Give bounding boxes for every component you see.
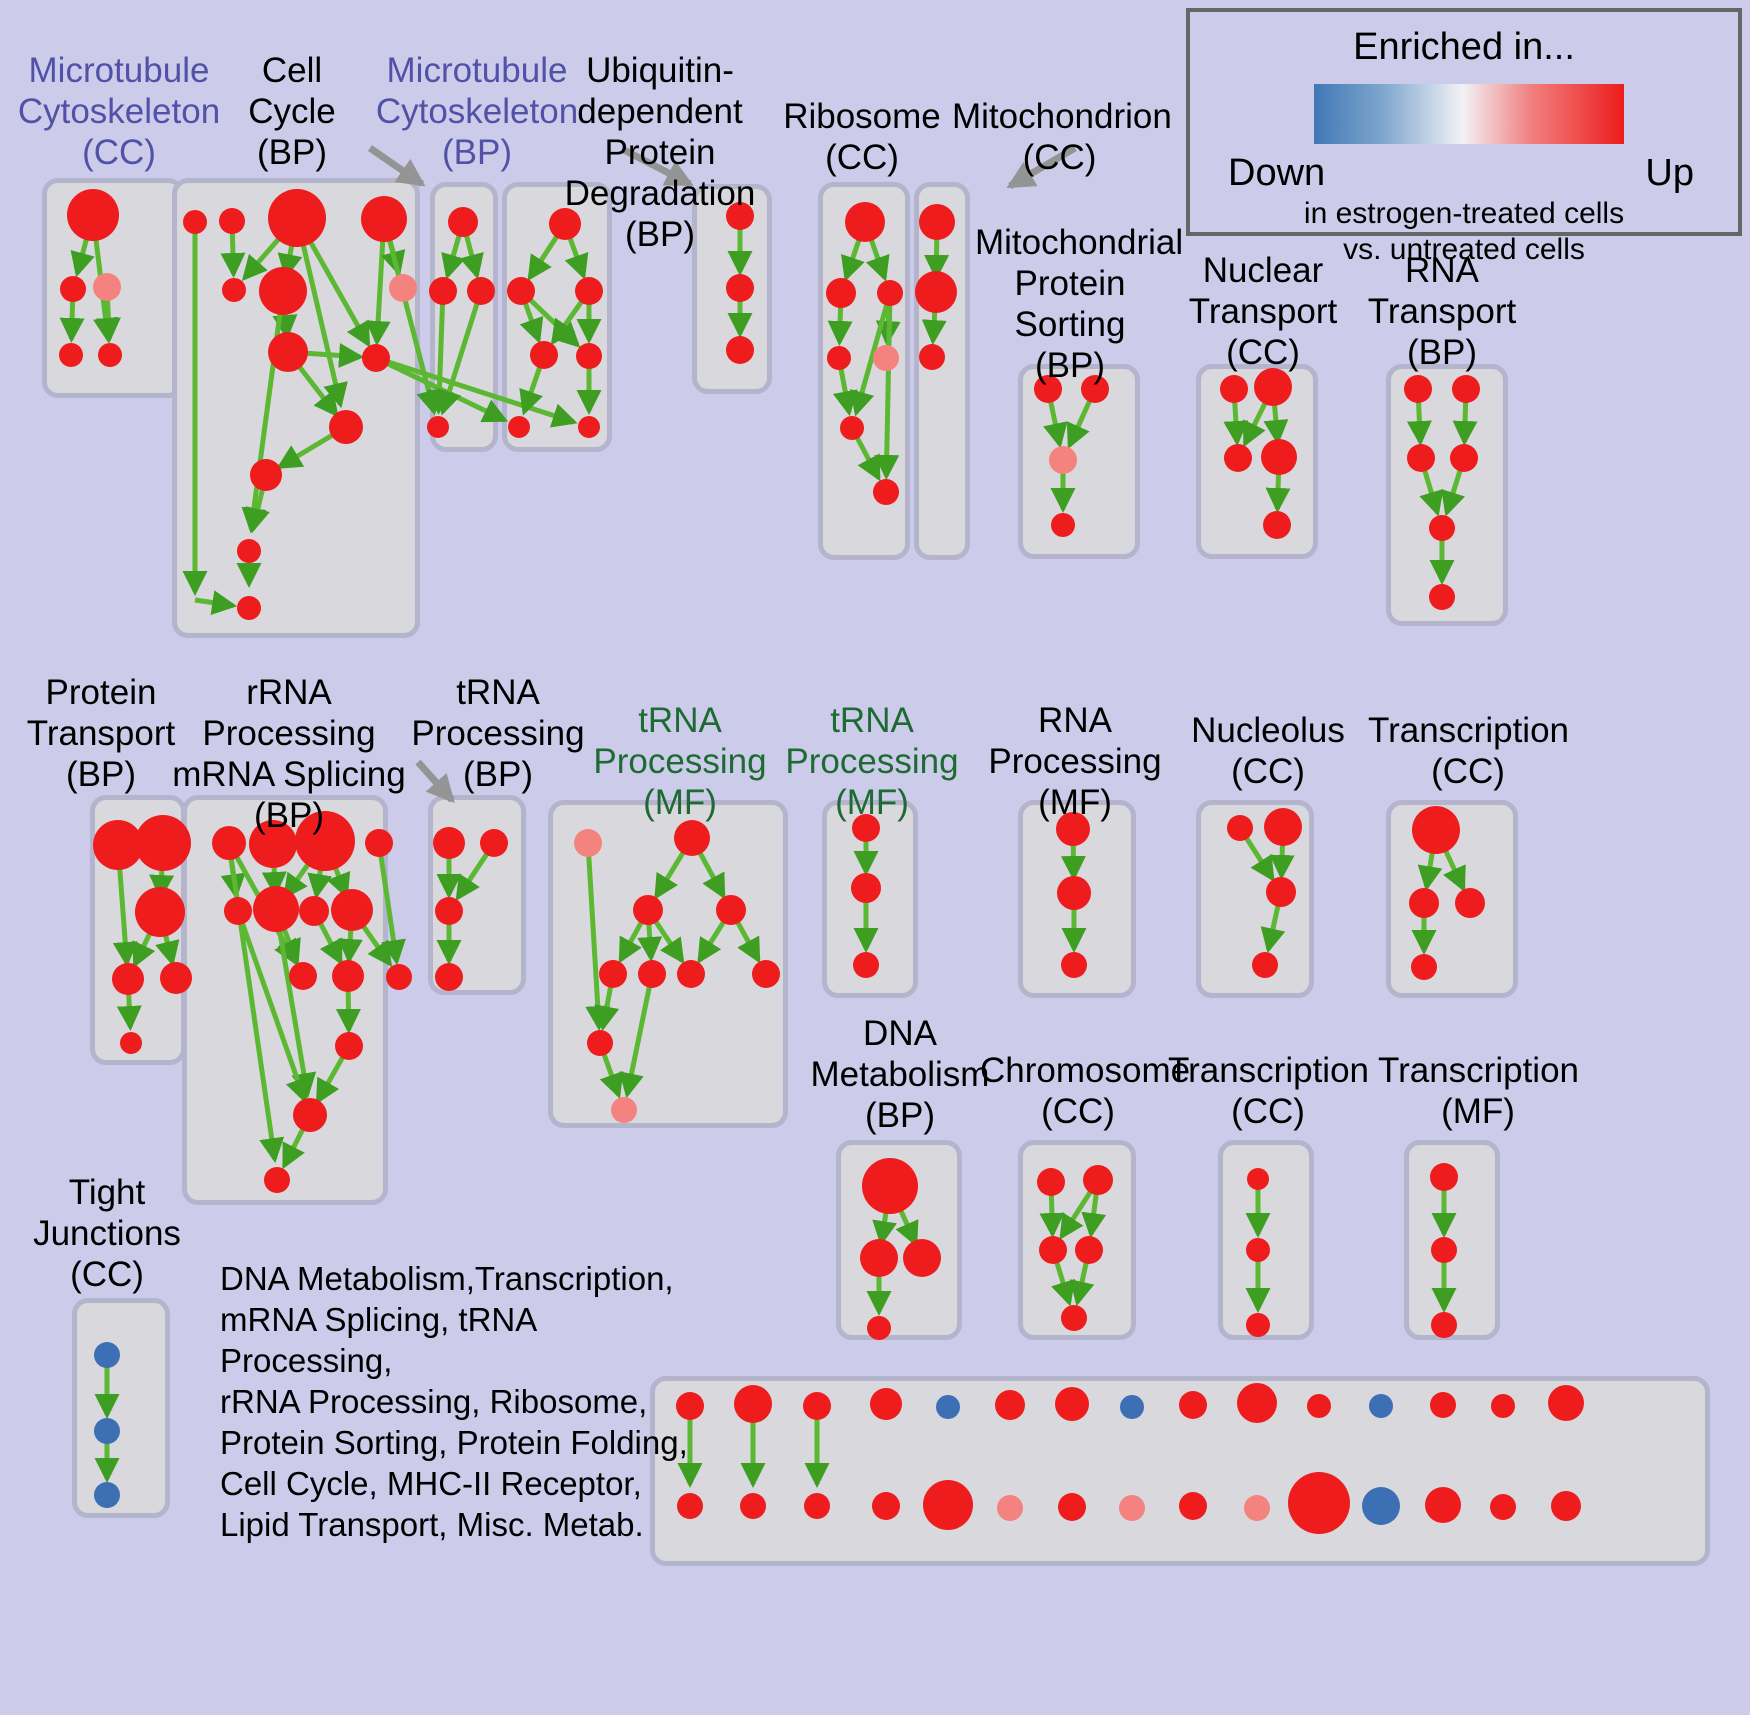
cluster-box-rrna-processing-mrna-splicing-bp bbox=[182, 795, 388, 1205]
cluster-box-transcription-mf bbox=[1404, 1140, 1500, 1340]
graph-node-up[interactable] bbox=[386, 964, 412, 990]
cluster-label-protein-transport-bp: Protein Transport (BP) bbox=[26, 673, 176, 794]
cluster-box-misc-bottom-panel bbox=[650, 1376, 1710, 1566]
cluster-label-ubiquitin-dependent-protein-degradation-bp: Ubiquitin- dependent Protein Degradation… bbox=[564, 51, 756, 254]
legend-panel: Enriched in... Down Up in estrogen-treat… bbox=[1186, 8, 1742, 266]
cluster-label-cell-cycle-bp: Cell Cycle (BP) bbox=[248, 51, 336, 172]
cluster-box-trna-processing-mf-2 bbox=[822, 800, 918, 998]
cluster-label-microtubule-cytoskeleton-bp: Microtubule Cytoskeleton (BP) bbox=[375, 51, 579, 172]
cluster-box-dna-metabolism-bp bbox=[836, 1140, 962, 1340]
cluster-label-mitochondrial-protein-sorting-bp: Mitochondrial Protein Sorting (BP) bbox=[975, 223, 1184, 385]
legend-up-label: Up bbox=[1645, 152, 1694, 194]
cluster-label-rrna-processing-mrna-splicing-bp: rRNA Processing mRNA Splicing (BP) bbox=[172, 673, 406, 835]
cluster-label-rna-transport-bp: RNA Transport (BP) bbox=[1367, 251, 1517, 372]
cluster-box-tight-junctions-cc bbox=[72, 1298, 170, 1518]
legend-title: Enriched in... bbox=[1353, 26, 1575, 68]
cluster-box-nuclear-transport-cc bbox=[1196, 364, 1318, 559]
cluster-box-cell-cycle-bp bbox=[172, 178, 420, 638]
legend-down-label: Down bbox=[1228, 152, 1326, 194]
cluster-label-microtubule-cytoskeleton-cc: Microtubule Cytoskeleton (CC) bbox=[17, 51, 221, 172]
cluster-box-rna-processing-mf bbox=[1018, 800, 1136, 998]
cluster-label-rna-processing-mf: RNA Processing (MF) bbox=[988, 701, 1162, 822]
cluster-label-chromosome-cc: Chromosome (CC) bbox=[980, 1051, 1191, 1131]
cluster-label-nuclear-transport-cc: Nuclear Transport (CC) bbox=[1188, 251, 1338, 372]
cluster-box-transcription-cc-bottom bbox=[1218, 1140, 1314, 1340]
cluster-label-transcription-cc-top: Transcription (CC) bbox=[1368, 711, 1569, 791]
cluster-box-microtubule-cytoskeleton-cc bbox=[42, 178, 184, 398]
misc-terms-note: DNA Metabolism,Transcription, mRNA Splic… bbox=[220, 1260, 688, 1543]
cluster-box-ribosome-cc bbox=[818, 182, 910, 560]
cluster-label-nucleolus-cc: Nucleolus (CC) bbox=[1191, 711, 1345, 791]
cluster-box-mitochondrion-cc bbox=[914, 182, 970, 560]
cluster-label-dna-metabolism-bp: DNA Metabolism (BP) bbox=[810, 1014, 990, 1135]
cluster-box-nucleolus-cc bbox=[1196, 800, 1314, 998]
cluster-label-mitochondrion-cc: Mitochondrion (CC) bbox=[952, 97, 1172, 177]
cluster-label-ribosome-cc: Ribosome (CC) bbox=[783, 97, 941, 177]
cluster-box-transcription-cc-top bbox=[1386, 800, 1518, 998]
cluster-box-chromosome-cc bbox=[1018, 1140, 1136, 1340]
cluster-label-tight-junctions-cc: Tight Junctions (CC) bbox=[33, 1173, 181, 1294]
cluster-box-mitochondrial-protein-sorting-bp bbox=[1018, 364, 1140, 559]
cluster-label-transcription-cc-bottom: Transcription (CC) bbox=[1168, 1051, 1369, 1131]
cluster-box-trna-processing-bp bbox=[428, 795, 526, 995]
cluster-label-trna-processing-mf-2: tRNA Processing (MF) bbox=[785, 701, 959, 822]
cluster-label-trna-processing-mf-1: tRNA Processing (MF) bbox=[593, 701, 767, 822]
legend-subtitle: in estrogen-treated cells vs. untreated … bbox=[1303, 197, 1625, 266]
cluster-box-trna-processing-mf-1 bbox=[548, 800, 788, 1128]
legend-color-gradient bbox=[1314, 84, 1624, 144]
cluster-box-microtubule-cytoskeleton-bp bbox=[430, 182, 498, 452]
cluster-label-transcription-mf: Transcription (MF) bbox=[1378, 1051, 1579, 1131]
cluster-box-rna-transport-bp bbox=[1386, 364, 1508, 626]
cluster-label-trna-processing-bp: tRNA Processing (BP) bbox=[411, 673, 585, 794]
